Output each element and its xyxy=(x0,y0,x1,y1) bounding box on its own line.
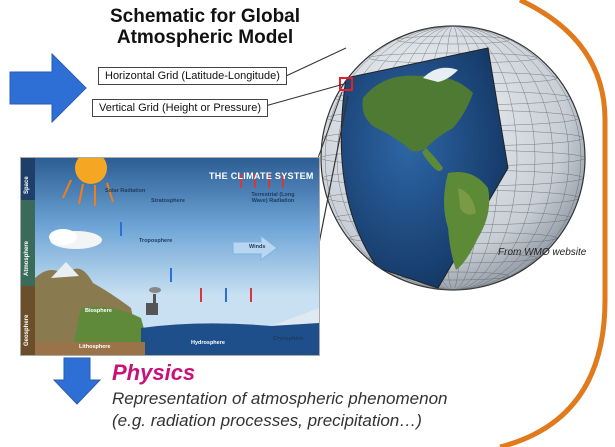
atmosphere-side-label: Atmosphere xyxy=(24,240,30,276)
geosphere-side-label: Geosphere xyxy=(24,314,30,346)
right-arrow-icon xyxy=(9,52,87,124)
space-side-label: Space xyxy=(24,176,30,194)
biosphere-label: Biosphere xyxy=(85,308,112,314)
title-line-2: Atmospheric Model xyxy=(116,27,294,48)
physics-description-line-1: Representation of atmospheric phenomenon xyxy=(112,389,448,408)
horizontal-grid-label: Horizontal Grid (Latitude-Longitude) xyxy=(98,67,287,85)
lithosphere-label: Lithosphere xyxy=(79,344,111,350)
stratosphere-label: Stratosphere xyxy=(151,198,185,204)
hydrosphere-label: Hydrosphere xyxy=(191,340,225,346)
troposphere-label: Troposphere xyxy=(139,238,173,244)
physics-heading: Physics xyxy=(112,360,196,385)
diagram-title: Schematic for Global Atmospheric Model xyxy=(95,6,315,48)
climate-title: THE CLIMATE SYSTEM xyxy=(209,171,314,181)
climate-system-drawing xyxy=(21,158,319,355)
physics-description: Representation of atmospheric phenomenon… xyxy=(112,388,552,432)
terrestrial-radiation-label: Terrestrial (Long Wave) Radiation xyxy=(251,192,295,204)
winds-label: Winds xyxy=(249,244,266,250)
gridded-globe xyxy=(320,25,586,291)
climate-system-illustration: THE CLIMATE SYSTEM Solar Radiation Terre… xyxy=(20,157,320,356)
vertical-grid-label: Vertical Grid (Height or Pressure) xyxy=(92,99,268,117)
cryosphere-label: Cryosphere xyxy=(273,336,304,342)
physics-description-line-2: (e.g. radiation processes, precipitation… xyxy=(112,411,422,430)
solar-radiation-label: Solar Radiation xyxy=(105,188,146,194)
source-caption: From WMO website xyxy=(498,247,587,258)
title-line-1: Schematic for Global xyxy=(109,6,301,27)
down-arrow-icon xyxy=(52,357,102,405)
